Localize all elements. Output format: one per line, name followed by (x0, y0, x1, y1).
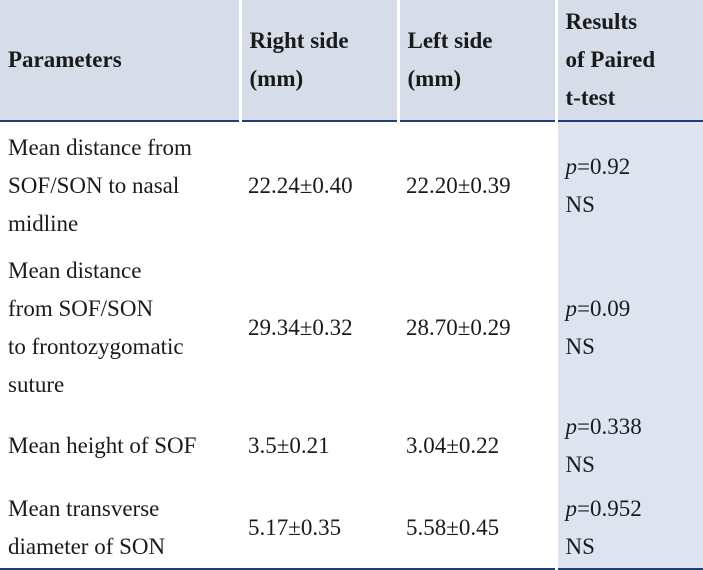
table-body: Mean distance from SOF/SON to nasal midlin… (0, 121, 703, 570)
header-cell: Parameters (0, 0, 240, 122)
header-cell: Right side (mm) (238, 0, 398, 122)
table-cell: Mean distance from SOF/SON to frontozygoma… (0, 250, 240, 405)
header-cell: Results of Paired t-test (554, 0, 703, 122)
header-cell: Left side (mm) (396, 0, 556, 122)
cell-line: 3.5±0.21 (248, 433, 330, 458)
table-cell: 5.58±0.45 (398, 487, 556, 570)
table-row: Mean height of SOF 3.5±0.21 3.04±0.22 p=0.3… (0, 405, 703, 487)
table-cell: Mean distance from SOF/SON to nasal midlin… (0, 121, 240, 250)
table-cell: 3.5±0.21 (240, 405, 398, 487)
table-row: Mean transverse diameter of SON 5.17±0.35 5… (0, 487, 703, 570)
cell-line: NS (565, 452, 595, 477)
cell-line: 22.24±0.40 (248, 173, 353, 198)
cell-line: SOF/SON to nasal (8, 173, 180, 198)
cell-line: p=0.338 (565, 414, 642, 439)
table-cell: 29.34±0.32 (240, 250, 398, 405)
cell-line: 5.17±0.35 (248, 514, 342, 540)
cell-line: 22.20±0.39 (406, 173, 511, 198)
table-cell: p=0.92 NS (554, 121, 703, 250)
cell-line: 29.34±0.32 (248, 314, 353, 340)
table-row: Mean distance from SOF/SON to nasal midlin… (0, 121, 703, 250)
cell-line: (mm) (407, 66, 462, 91)
cell-line: to frontozygomatic (8, 333, 184, 359)
table-cell: 22.24±0.40 (240, 121, 398, 250)
cell-line: of Paired (565, 47, 656, 72)
cell-line: Parameters (8, 47, 122, 72)
cell-line: p=0.92 (565, 154, 631, 179)
table-cell: 3.04±0.22 (398, 405, 556, 487)
cell-line: Mean distance from (8, 135, 192, 160)
cell-line: Mean distance (8, 257, 142, 283)
cell-line: Right side (249, 28, 349, 53)
cell-line: Results (565, 9, 638, 34)
cell-line: Mean height of SOF (8, 433, 197, 458)
table-cell: Mean transverse diameter of SON (0, 487, 240, 570)
cell-line: Mean transverse (8, 495, 160, 521)
cell-line: NS (565, 192, 595, 217)
table-cell: 5.17±0.35 (240, 487, 398, 570)
cell-line: NS (565, 333, 595, 359)
table-cell: p=0.09 NS (554, 250, 703, 405)
table-row: Mean distance from SOF/SON to frontozygoma… (0, 250, 703, 405)
cell-line: NS (565, 533, 595, 559)
cell-line: from SOF/SON (8, 295, 154, 321)
cell-line: Left side (407, 28, 493, 53)
cell-line: midline (8, 211, 79, 236)
header-row: Parameters Right side (mm) Left side (mm) Res… (0, 0, 703, 122)
table-cell: p=0.338 NS (554, 405, 703, 487)
cell-line: diameter of SON (8, 533, 166, 559)
table-header: Parameters Right side (mm) Left side (mm) Res… (0, 0, 703, 122)
cell-line: suture (8, 371, 65, 397)
cell-line: p=0.952 (565, 495, 642, 521)
cell-line: 5.58±0.45 (406, 514, 500, 540)
cell-line: t-test (565, 85, 616, 110)
cell-line: p=0.09 (565, 295, 631, 321)
table-cell: 22.20±0.39 (398, 121, 556, 250)
table-cell: p=0.952 NS (554, 487, 703, 570)
cell-line: 28.70±0.29 (406, 314, 511, 340)
cell-line: (mm) (249, 66, 304, 91)
table-cell: 28.70±0.29 (398, 250, 556, 405)
table-cell: Mean height of SOF (0, 405, 240, 487)
cell-line: 3.04±0.22 (406, 433, 500, 458)
